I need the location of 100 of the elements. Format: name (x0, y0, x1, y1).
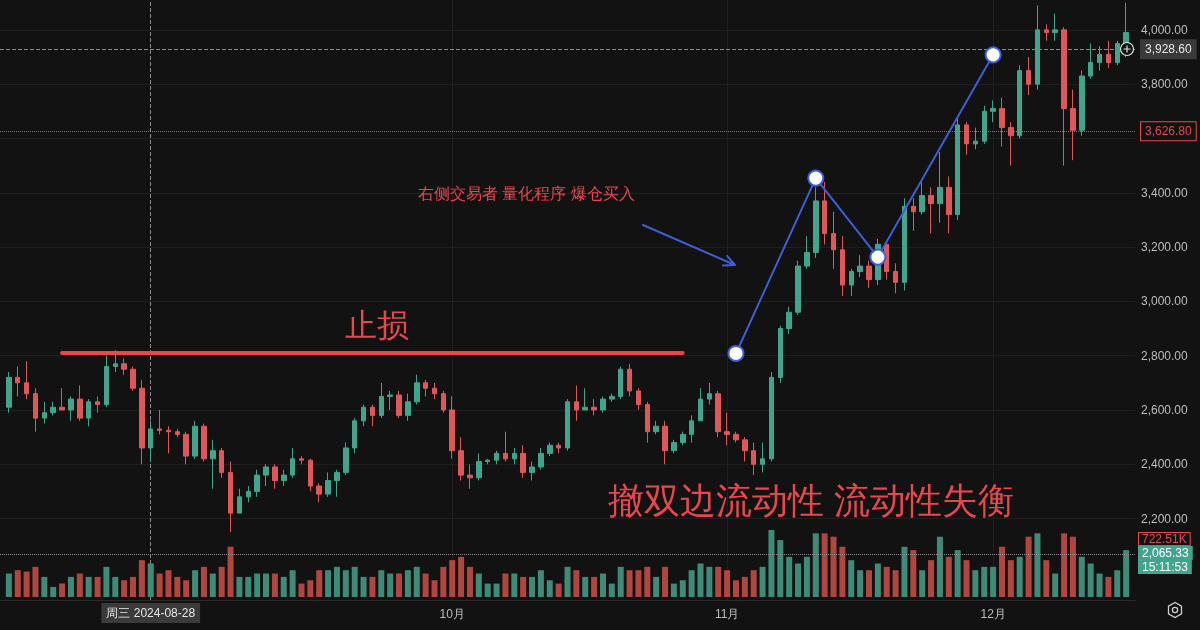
bar (697, 563, 704, 597)
candlestick (574, 385, 579, 422)
candlestick (627, 363, 632, 397)
candlestick (458, 436, 464, 482)
bar (227, 546, 234, 597)
candlestick (86, 398, 91, 427)
bar (529, 576, 536, 597)
candlestick (600, 395, 606, 414)
bar (121, 580, 128, 597)
bar (1061, 533, 1068, 597)
bar (1025, 536, 1032, 597)
x-tick-label: 11月 (714, 607, 740, 621)
bar (14, 570, 21, 597)
candlestick (387, 390, 393, 411)
text: 722.51K (1142, 532, 1187, 546)
bar (369, 576, 376, 597)
bar (954, 550, 961, 597)
ref-line-label: 周三 2024-08-28 (106, 606, 196, 620)
annotation: 右侧交易者 量化程序 爆仓买入 (418, 184, 635, 202)
candlestick (59, 387, 65, 411)
candlestick (219, 447, 224, 479)
bar (1087, 563, 1094, 597)
bar (254, 573, 261, 597)
y-tick-label: 2,800.00 (1141, 348, 1189, 363)
candlestick (893, 262, 898, 294)
candlestick (121, 357, 127, 376)
bar (5, 573, 12, 597)
candlestick (192, 420, 198, 460)
bar (342, 570, 349, 597)
candlestick (175, 428, 180, 438)
bar (236, 576, 243, 597)
candlestick (919, 181, 925, 215)
bar (440, 566, 447, 597)
candlestick (813, 186, 819, 259)
candlestick (228, 461, 233, 533)
candlestick (689, 414, 694, 444)
bar (537, 570, 544, 597)
bar (1105, 576, 1112, 597)
point (869, 248, 887, 266)
candlestick (148, 420, 153, 463)
candlestick (42, 401, 47, 425)
bar (23, 571, 30, 597)
bar (768, 530, 775, 597)
bar (591, 576, 598, 597)
bar (830, 536, 837, 597)
candlestick (760, 442, 765, 473)
candlestick (618, 366, 623, 400)
candlestick (361, 404, 366, 427)
bar (156, 573, 163, 597)
ref-line-label: 3,928.60 (1145, 42, 1193, 57)
text: 15:11:53 (1142, 560, 1189, 574)
y-tick-label: 2,600.00 (1141, 402, 1189, 417)
candlestick (50, 401, 56, 416)
candlestick (494, 450, 499, 465)
bar (1034, 533, 1041, 597)
candlestick (281, 469, 287, 487)
bar (174, 576, 181, 597)
bar (919, 570, 926, 597)
candlestick (538, 447, 544, 471)
candlestick (582, 387, 588, 411)
candlestick (183, 431, 189, 465)
candlestick (263, 463, 269, 487)
candlestick (396, 390, 402, 419)
bar (307, 580, 314, 597)
bar (422, 573, 429, 597)
bar (812, 533, 819, 597)
candlestick (698, 387, 703, 422)
candlestick (157, 409, 162, 435)
candlestick (485, 458, 490, 465)
bar (325, 570, 332, 597)
bar (564, 566, 571, 597)
bar (582, 576, 589, 597)
candlestick (1017, 64, 1022, 139)
bar (963, 560, 970, 597)
candlestick (272, 463, 278, 490)
candlestick (707, 382, 712, 406)
bar (333, 566, 340, 597)
candlestick (902, 197, 907, 291)
bar (112, 576, 119, 597)
bar (41, 576, 48, 597)
bar (263, 573, 270, 597)
candlestick (1052, 13, 1058, 42)
candlestick (95, 395, 100, 414)
candlestick (724, 412, 730, 446)
bar (103, 566, 110, 597)
candlestick (964, 121, 969, 156)
bar (218, 566, 225, 597)
y-tick-label: 3,400.00 (1141, 185, 1189, 200)
bar (396, 573, 403, 597)
x-tick-label: 12月 (980, 607, 1006, 621)
y-tick-label: 4,000.00 (1141, 22, 1189, 37)
bar (981, 566, 988, 597)
candlestick (1123, 2, 1129, 58)
candlestick (1070, 89, 1076, 161)
candlestick (290, 447, 295, 479)
candlestick (1115, 40, 1120, 66)
candlestick (334, 469, 340, 498)
bar (1078, 556, 1085, 597)
annotation: 撤双边流动性 流动性失衡 (608, 479, 1015, 521)
bar (67, 576, 74, 597)
